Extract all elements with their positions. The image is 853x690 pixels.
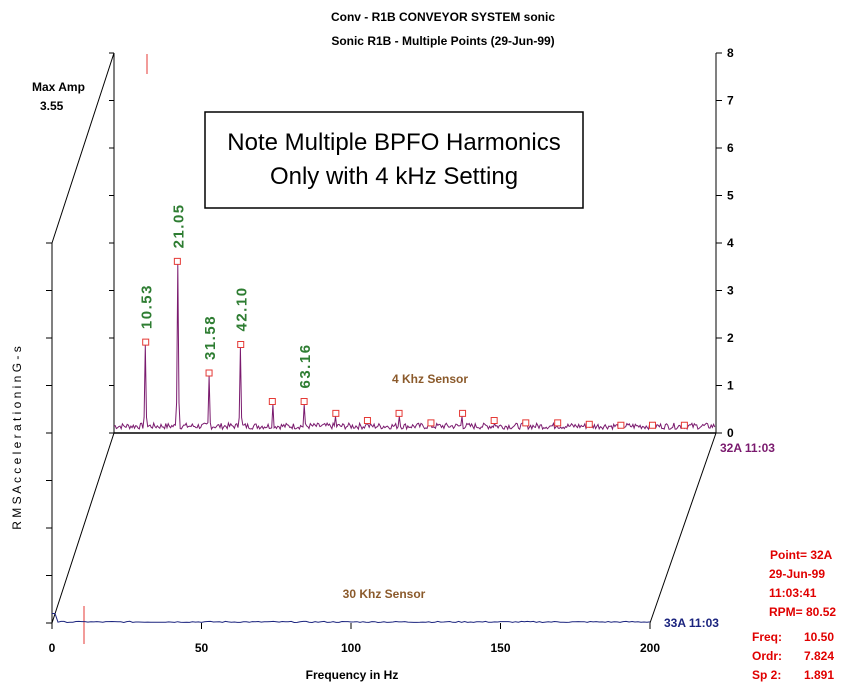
x-tick-label: 50 xyxy=(195,641,209,655)
note-box xyxy=(204,111,584,209)
peak-marker xyxy=(332,409,340,417)
x-axis-label: Frequency in Hz xyxy=(306,668,399,682)
right-tick-label: 1 xyxy=(727,379,734,393)
right-tick-label: 5 xyxy=(727,189,734,203)
right-tick-label: 3 xyxy=(727,284,734,298)
x-tick-label: 0 xyxy=(49,641,56,655)
peak-annotation: 10.53 xyxy=(139,284,156,329)
frame-diagonal-bottom-right xyxy=(649,432,717,624)
trace-bottom-id: 33A 11:03 xyxy=(664,616,719,630)
info-point: Point= 32A xyxy=(770,548,833,562)
peak-marker xyxy=(522,419,530,427)
peak-markers xyxy=(142,257,688,429)
peak-marker xyxy=(268,398,276,405)
info-rpm: RPM= 80.52 xyxy=(769,605,836,619)
right-tick-label: 0 xyxy=(727,426,734,440)
x-axis-ticks: 0 50 100 150 200 xyxy=(49,623,660,655)
peak-marker xyxy=(427,419,435,427)
peak-marker xyxy=(142,338,150,346)
peak-annotation: 42.10 xyxy=(234,286,251,331)
trace-4khz xyxy=(113,264,716,431)
peak-marker xyxy=(173,257,181,265)
info-sp2-value: 1.891 xyxy=(804,668,834,682)
info-time: 11:03:41 xyxy=(769,586,817,600)
info-ordr-label: Ordr: xyxy=(752,649,782,663)
info-date: 29-Jun-99 xyxy=(769,567,825,581)
x-tick-label: 200 xyxy=(640,641,660,655)
frame-diagonal-bottom-left xyxy=(51,432,115,624)
max-amp-label: Max Amp xyxy=(32,80,85,94)
note-line2: Only with 4 kHz Setting xyxy=(270,163,518,190)
trace-30khz xyxy=(52,613,651,624)
frame-diagonal-top-left xyxy=(51,52,115,244)
sensor-top-label: 4 Khz Sensor xyxy=(392,372,468,386)
info-panel: Point= 32A 29-Jun-99 11:03:41 RPM= 80.52… xyxy=(752,548,836,682)
peak-annotation: 31.58 xyxy=(202,315,219,360)
peak-annotations: 10.53 21.05 31.58 42.10 63.16 xyxy=(139,203,314,388)
peak-marker xyxy=(554,419,562,427)
peak-marker xyxy=(363,417,371,424)
peak-marker xyxy=(680,421,688,429)
chart-title-line2: Sonic R1B - Multiple Points (29-Jun-99) xyxy=(331,34,554,48)
perspective-frame xyxy=(51,52,717,624)
max-amp-value: 3.55 xyxy=(40,99,64,113)
peak-marker xyxy=(395,409,403,417)
peak-annotation: 63.16 xyxy=(297,343,314,388)
note-line1: Note Multiple BPFO Harmonics xyxy=(227,129,560,156)
right-tick-label: 2 xyxy=(727,331,734,345)
right-tick-label: 6 xyxy=(727,141,734,155)
peak-marker xyxy=(648,421,656,429)
peak-marker xyxy=(237,341,245,348)
peak-marker xyxy=(300,398,308,405)
info-sp2-label: Sp 2: xyxy=(752,668,781,682)
right-tick-label: 7 xyxy=(727,94,734,108)
trace-top-id: 32A 11:03 xyxy=(720,441,775,455)
peak-marker xyxy=(617,421,625,429)
info-ordr-value: 7.824 xyxy=(804,649,834,663)
x-tick-label: 150 xyxy=(490,641,510,655)
info-freq-label: Freq: xyxy=(752,630,782,644)
right-y-ticks: 0 1 2 3 4 5 6 7 8 xyxy=(109,46,734,440)
peak-marker xyxy=(490,417,498,424)
right-tick-label: 4 xyxy=(727,236,734,250)
y-axis-label: R M S A c c e l e r a t i o n i n G - s xyxy=(10,346,24,529)
peak-marker xyxy=(459,409,467,417)
peak-marker xyxy=(585,420,593,428)
right-tick-label: 8 xyxy=(727,46,734,60)
info-freq-value: 10.50 xyxy=(804,630,834,644)
peak-annotation: 21.05 xyxy=(170,203,187,248)
sensor-bottom-label: 30 Khz Sensor xyxy=(343,587,426,601)
peak-marker xyxy=(205,369,213,377)
chart-title-line1: Conv - R1B CONVEYOR SYSTEM sonic xyxy=(331,10,555,24)
x-tick-label: 100 xyxy=(341,641,361,655)
front-left-ticks xyxy=(46,242,52,624)
